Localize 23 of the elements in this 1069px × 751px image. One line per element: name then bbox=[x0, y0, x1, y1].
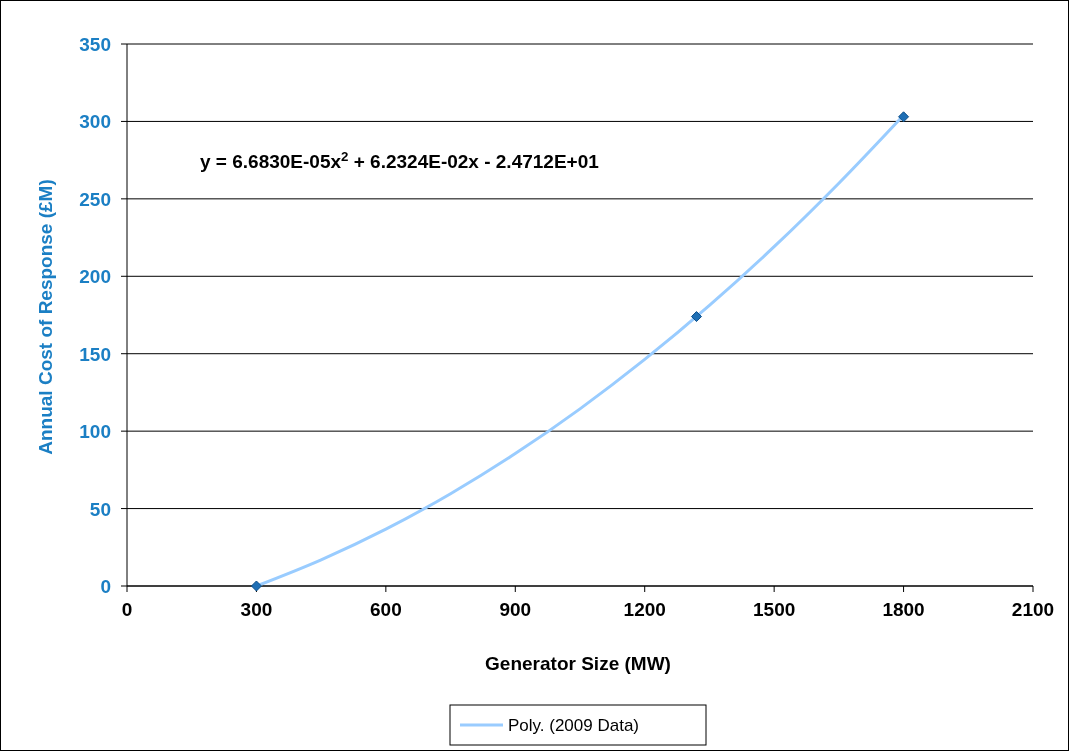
point bbox=[250, 580, 262, 592]
y-tick-label: 100 bbox=[79, 421, 111, 443]
y-tick-label: 50 bbox=[89, 498, 111, 520]
point bbox=[690, 311, 702, 323]
x-tick-label: 2100 bbox=[1011, 599, 1055, 620]
x-tick-label: 0 bbox=[121, 599, 133, 620]
y-tick-label: 150 bbox=[79, 343, 111, 365]
x-tick-label: 1500 bbox=[753, 599, 796, 620]
x-tick-label: 1200 bbox=[623, 599, 666, 620]
y-tick-label: 250 bbox=[79, 188, 111, 210]
x-axis-title: Generator Size (MW) bbox=[485, 653, 671, 674]
x-tick-label: 1800 bbox=[882, 599, 925, 620]
legend-label: Poly. (2009 Data) bbox=[508, 716, 640, 735]
x-tick-label: 900 bbox=[499, 599, 532, 620]
y-tick-label: 300 bbox=[79, 111, 111, 133]
x-tick-label: 600 bbox=[370, 599, 402, 620]
y-tick-label: 350 bbox=[79, 34, 111, 55]
annotation: y = 6.6830E-05x$^{2}$ + 6.2324E-02x - 2.4712E+01 bbox=[200, 148, 600, 172]
point bbox=[898, 111, 910, 123]
y-axis-title: Annual Cost of Response (£M) bbox=[35, 179, 56, 455]
y-tick-label: 0 bbox=[100, 576, 111, 597]
y-tick-label: 200 bbox=[79, 266, 111, 288]
x-tick-label: 300 bbox=[240, 599, 273, 620]
